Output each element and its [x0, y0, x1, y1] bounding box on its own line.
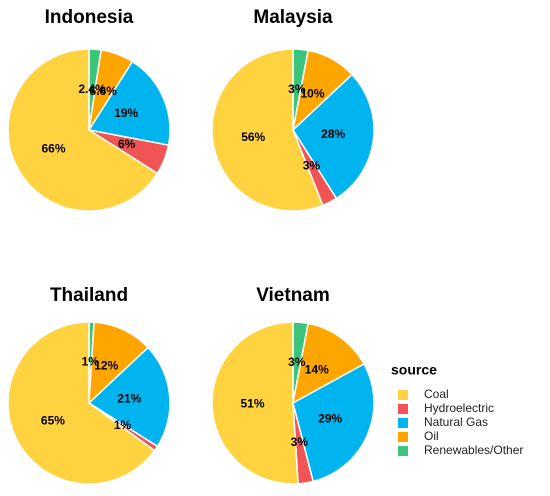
legend-title: source [391, 362, 437, 378]
pie-slice [87, 60, 171, 147]
chart-title: Thailand [50, 285, 128, 306]
pie-slice [211, 321, 299, 485]
data-label: 2.4% [78, 82, 106, 96]
pie-slice [211, 48, 324, 212]
pie-slice [87, 346, 171, 448]
data-label: 6% [118, 137, 136, 151]
data-label: 12% [94, 359, 118, 373]
chart-title: Indonesia [45, 7, 134, 28]
data-label: 3% [288, 82, 306, 96]
data-label: 56% [241, 130, 265, 144]
data-label: 1% [114, 418, 132, 432]
pie-slice [292, 73, 375, 200]
legend-key [398, 404, 408, 414]
pie-slice [7, 48, 159, 212]
legend-key [398, 446, 408, 456]
data-label: 6.6% [90, 84, 118, 98]
data-label: 19% [114, 106, 138, 120]
pie-slice [88, 321, 150, 405]
legend-label: Coal [424, 387, 449, 401]
pie-slice [7, 321, 156, 485]
legend-label: Hydroelectric [424, 401, 494, 415]
legend-key [398, 432, 408, 442]
legend-key [398, 418, 408, 428]
data-label: 3% [303, 158, 321, 172]
chart-title: Vietnam [256, 285, 330, 306]
legend-label: Renewables/Other [424, 443, 523, 457]
data-label: 65% [41, 414, 65, 428]
data-label: 66% [41, 142, 65, 156]
pie-slice [292, 362, 375, 483]
data-label: 10% [300, 87, 324, 101]
legend-key [398, 390, 408, 400]
chart-title: Malaysia [253, 7, 333, 28]
pie-slice [291, 322, 365, 405]
data-label: 29% [318, 411, 342, 425]
data-label: 3% [291, 435, 309, 449]
legend-label: Oil [424, 429, 439, 443]
legend-label: Natural Gas [424, 415, 488, 429]
data-label: 3% [288, 355, 306, 369]
data-label: 14% [305, 362, 329, 376]
data-label: 51% [241, 396, 265, 410]
data-label: 28% [321, 127, 345, 141]
data-label: 21% [117, 391, 141, 405]
data-label: 1% [82, 355, 100, 369]
